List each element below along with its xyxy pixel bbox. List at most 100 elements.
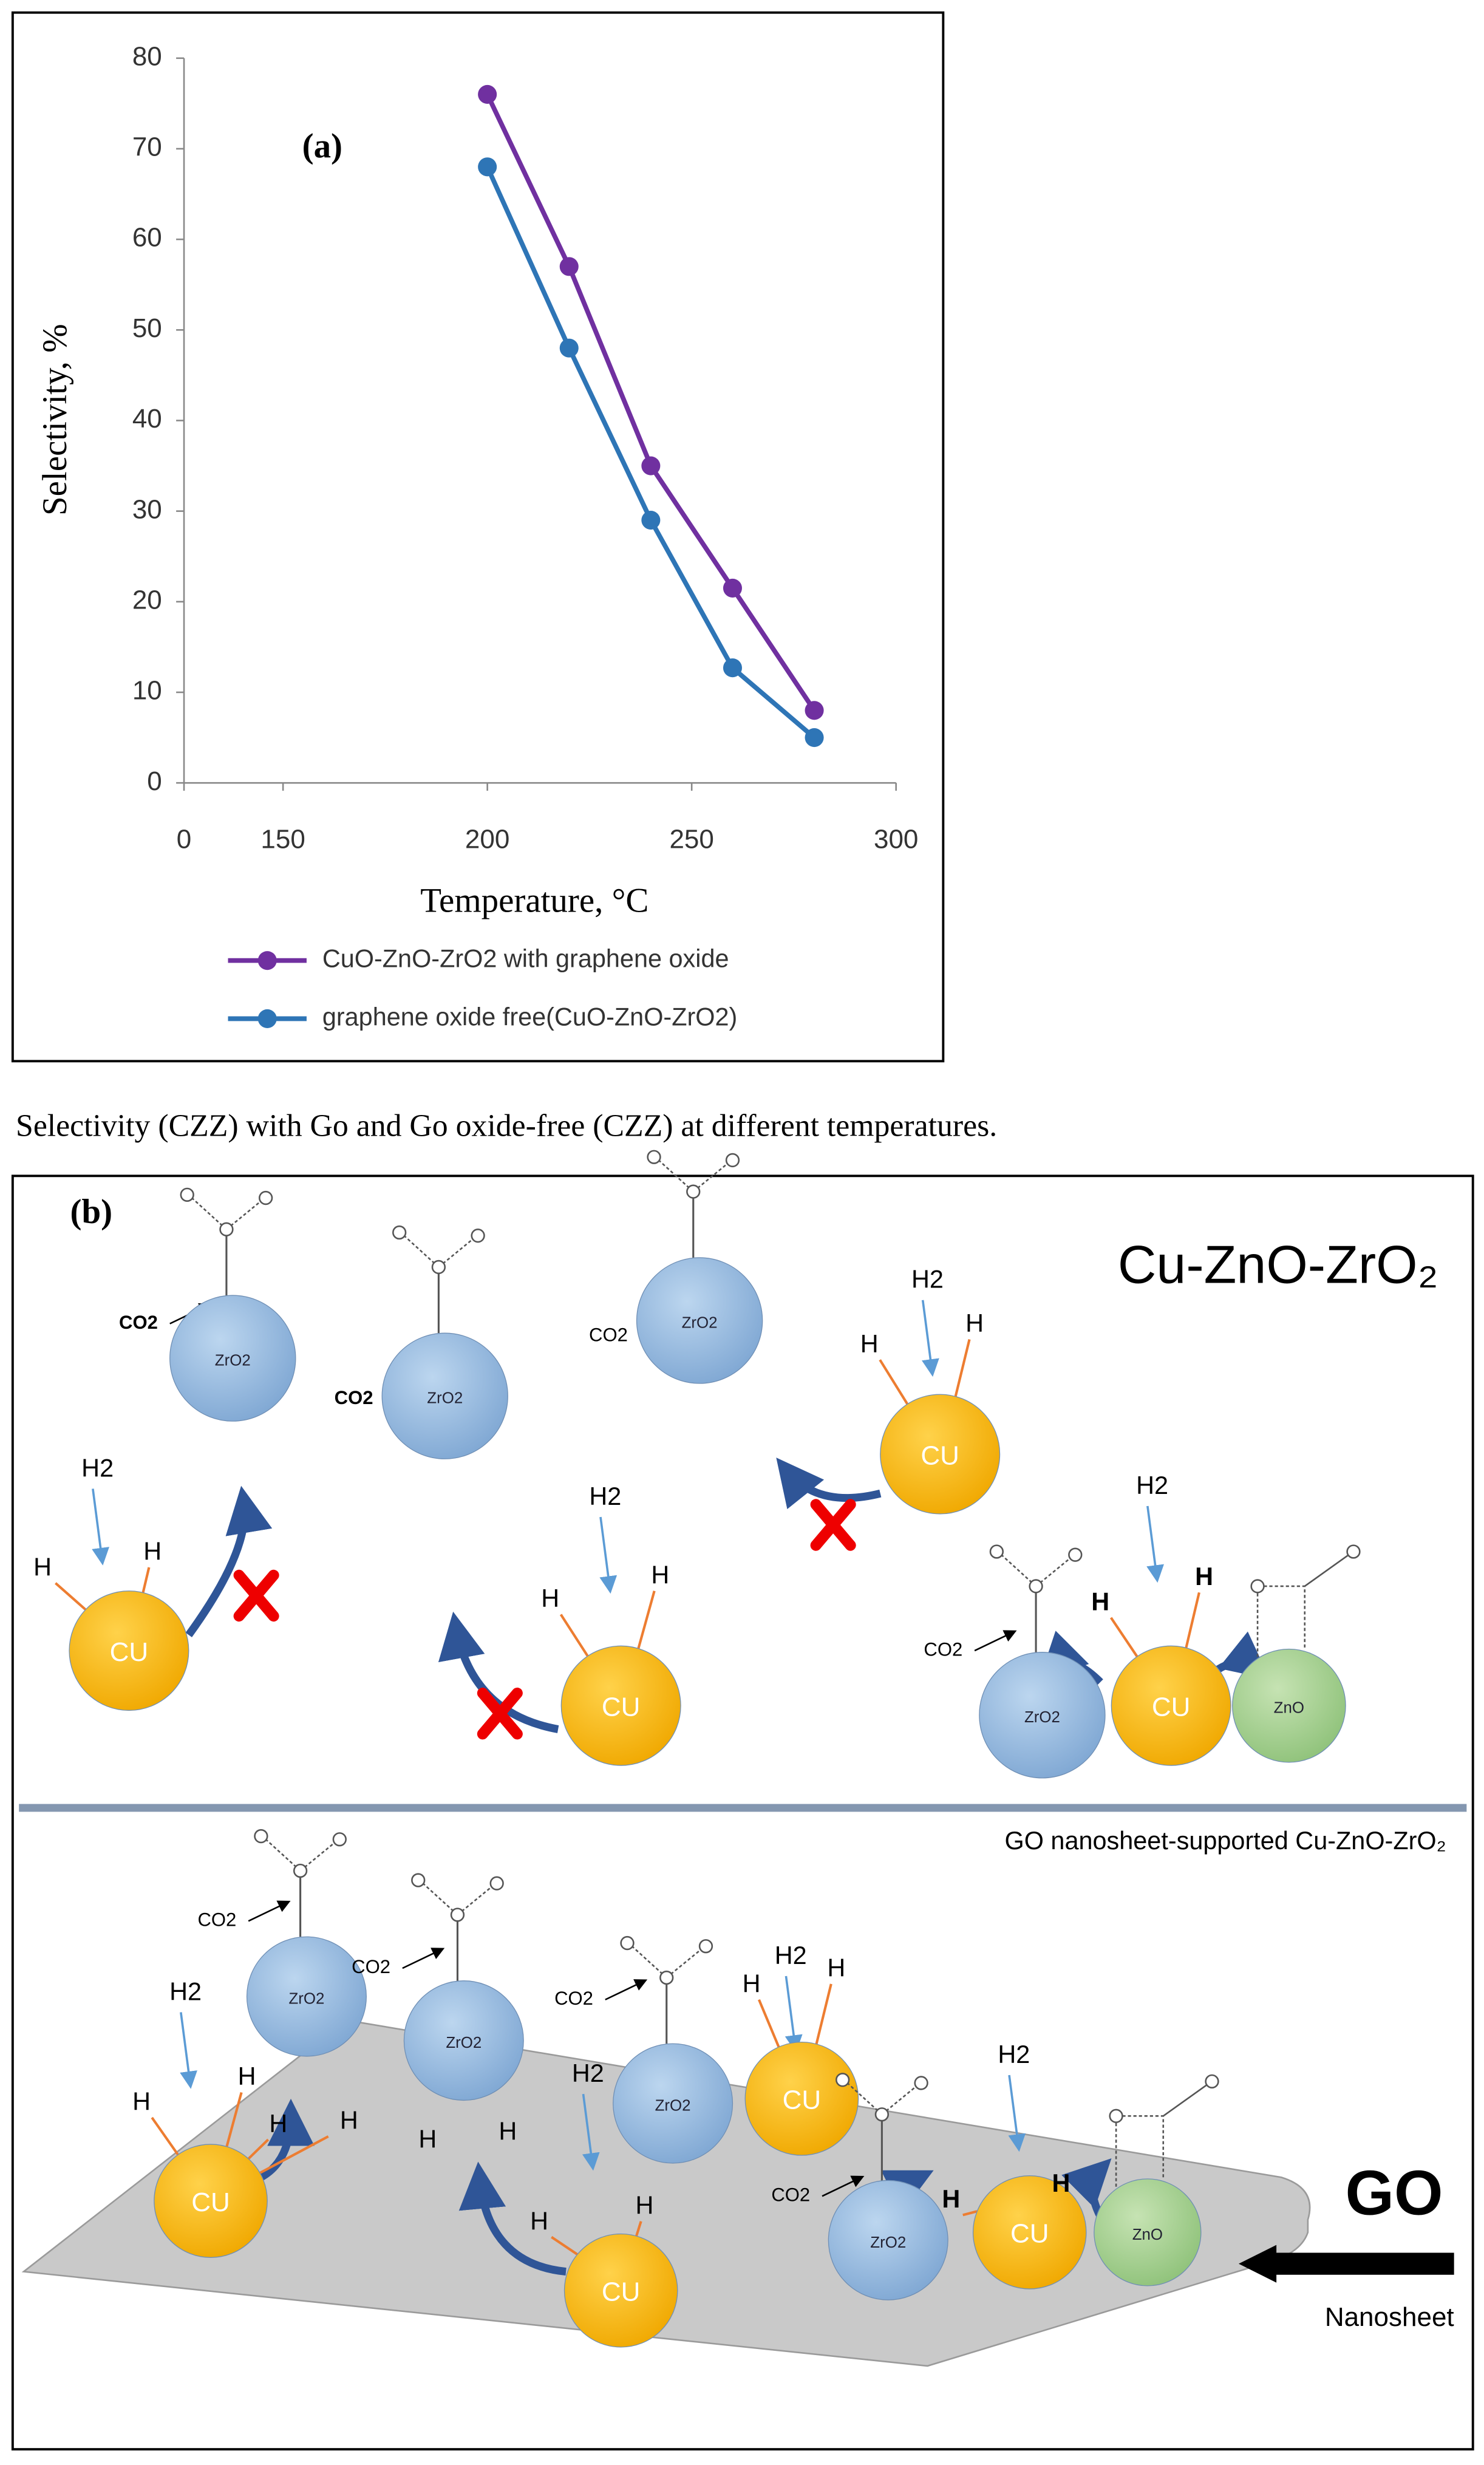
diagram-label: ZrO2: [655, 2098, 691, 2115]
ring: [1256, 1585, 1306, 1657]
ball: [563, 2233, 678, 2348]
x-tick-label: 150: [260, 825, 305, 854]
h2-arrow: [180, 2012, 197, 2089]
bond: [1163, 2084, 1208, 2117]
h-bond: [259, 2135, 329, 2174]
series-line: [485, 93, 817, 712]
diagram-label: CO2: [352, 1956, 390, 1977]
h-bond: [635, 2221, 642, 2237]
atom: [1068, 1547, 1083, 1562]
h2-arrow: [1008, 2075, 1026, 2152]
ball: [828, 2180, 948, 2300]
h-bond: [247, 2138, 270, 2160]
y-tick-label: 10: [132, 676, 162, 706]
diagram-label: H2: [572, 2059, 604, 2087]
diagram-label: H: [1195, 1563, 1213, 1590]
h-bond: [225, 2092, 243, 2147]
x-axis-title: Temperature, °C: [420, 882, 648, 920]
atom: [1029, 1579, 1043, 1594]
diagram-subtitle: GO nanosheet-supported Cu-ZnO-ZrO₂: [1005, 1827, 1446, 1855]
diagram-label: ZrO2: [288, 1991, 324, 2008]
atom: [411, 1873, 426, 1887]
atom: [647, 1150, 661, 1164]
diagram-label: H2: [81, 1454, 114, 1482]
bond: [299, 1841, 336, 1872]
y-tick-label: 70: [132, 132, 162, 162]
legend-label: graphene oxide free(CuO-ZnO-ZrO2): [322, 1003, 737, 1031]
blocked-mark: [810, 1499, 856, 1551]
h2-arrow: [1146, 1505, 1164, 1583]
diagram-label: ZrO2: [682, 1314, 718, 1331]
curved-arrow: [458, 2161, 567, 2276]
diagram-label: H: [1052, 2169, 1070, 2197]
diagram-label: CO2: [554, 1988, 593, 2009]
y-tick-label: 60: [132, 223, 162, 253]
atom: [293, 1863, 308, 1878]
bond: [1001, 1554, 1036, 1587]
atom: [686, 1184, 701, 1199]
ball: [1232, 1648, 1346, 1763]
bond: [1035, 1557, 1071, 1587]
point: [723, 658, 742, 678]
diagram-label: H: [942, 2185, 960, 2213]
atom: [219, 1222, 234, 1236]
diagram-label: H2: [911, 1266, 944, 1294]
ball: [246, 1936, 367, 2057]
legend-marker: [257, 1009, 277, 1028]
panel-b-frame: [11, 1175, 1474, 2451]
ball: [169, 1295, 296, 1422]
blocked-mark: [233, 1569, 279, 1622]
point: [805, 701, 824, 720]
series-line: [485, 166, 816, 740]
atom: [874, 2107, 890, 2122]
diagram-label: CU: [921, 1440, 959, 1470]
diagram-label: H: [33, 1553, 52, 1581]
h2-arrow: [785, 1976, 803, 2053]
atom: [431, 1260, 446, 1275]
diagram-label: CU: [602, 1692, 641, 1722]
atom: [620, 1935, 635, 1951]
h-bond: [551, 2235, 579, 2255]
point: [805, 728, 824, 748]
bond: [403, 1235, 440, 1268]
diagram-label: ZnO: [1274, 1700, 1304, 1717]
diagram-label: H: [860, 1330, 879, 1358]
ball: [381, 1332, 508, 1459]
diagram-label: ZnO: [1132, 2226, 1163, 2243]
diagram-label: H: [651, 1561, 669, 1589]
diagram-label: H: [827, 1954, 845, 1982]
ball: [403, 1980, 524, 2101]
point: [641, 511, 661, 530]
atom: [180, 1187, 194, 1202]
h2-arrow: [92, 1488, 109, 1566]
y-tick-label: 50: [132, 313, 162, 343]
panel-label: (b): [70, 1193, 113, 1231]
h2-arrow: [599, 1516, 618, 1594]
bond: [881, 2085, 917, 2115]
h2-arrow: [921, 1300, 939, 1377]
co2-arrow: [974, 1630, 1017, 1652]
diagram-label: CU: [1010, 2219, 1049, 2249]
go-label: GO: [1345, 2157, 1443, 2228]
ball: [636, 1257, 763, 1384]
annotation: (a): [302, 127, 342, 165]
bond: [265, 1838, 301, 1872]
diagram-label: H: [530, 2207, 548, 2235]
diagram-label: H: [541, 1584, 559, 1612]
legend-label: CuO-ZnO-ZrO2 with graphene oxide: [322, 945, 729, 973]
bond: [191, 1197, 227, 1230]
diagram-label: ZrO2: [1024, 1709, 1060, 1726]
diagram-label: ZrO2: [446, 2034, 482, 2051]
h-bond: [1185, 1592, 1200, 1648]
diagram-title: Cu-ZnO-ZrO₂: [1118, 1234, 1438, 1294]
diagram-label: H2: [998, 2041, 1030, 2068]
nanosheet-label: Nanosheet: [1325, 2302, 1454, 2332]
h-bond: [1109, 1617, 1139, 1657]
diagram-label: CO2: [119, 1312, 158, 1333]
h-bond: [815, 1983, 832, 2045]
panel-a-frame: [11, 11, 945, 1063]
atom: [989, 1544, 1004, 1559]
x-tick-label: 250: [669, 825, 713, 854]
diagram-label: CU: [191, 2187, 230, 2217]
diagram-label: CO2: [589, 1325, 628, 1346]
